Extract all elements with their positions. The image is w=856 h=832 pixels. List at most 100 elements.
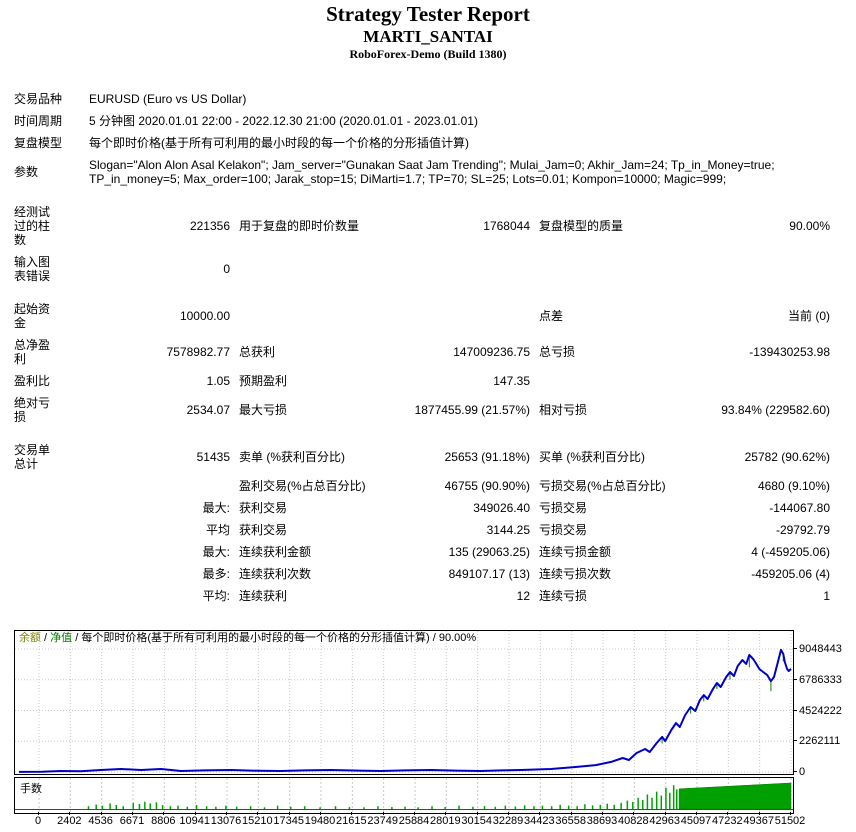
table-row: 盈利比 1.05 预期盈利 147.35: [14, 370, 830, 392]
y-axis-tick: [793, 709, 797, 711]
cell: 盈利交易(%占总百分比): [239, 479, 366, 493]
cell: -29792.79: [775, 523, 830, 537]
report-table-container: 交易品种 EURUSD (Euro vs US Dollar) 时间周期 5 分钟图 …: [14, 88, 830, 607]
row-label: 输入图 表错误: [14, 255, 51, 283]
table-row: 起始资 金 10000.00 点差 当前 (0): [14, 298, 830, 334]
lots-axis-label: 手数: [20, 783, 42, 795]
cell: -144067.80: [769, 501, 830, 515]
x-axis-tick: [163, 812, 165, 815]
cell: 25653 (91.18%): [444, 450, 530, 464]
cell: 最多:: [202, 567, 230, 581]
row-value: EURUSD (Euro vs US Dollar): [89, 92, 247, 106]
x-axis-tick: [790, 812, 791, 815]
expert-name: MARTI_SANTAI: [363, 27, 493, 46]
cell: 7578982.77: [166, 345, 230, 359]
cell: 卖单 (%获利百分比): [239, 450, 345, 464]
row-label: 盈利比: [14, 374, 51, 388]
report-table: 交易品种 EURUSD (Euro vs US Dollar) 时间周期 5 分钟图 …: [14, 88, 830, 607]
row-label: 时间周期: [14, 114, 63, 128]
cell: 平均:: [202, 589, 230, 603]
x-axis-label: 10941: [179, 815, 210, 827]
cell: 349026.40: [473, 501, 530, 515]
cell: [230, 251, 380, 287]
cell: [380, 298, 530, 334]
table-row: 总净盈 利 7578982.77 总获利 147009236.75 总亏损 -139430…: [14, 334, 830, 370]
row-label: 绝对亏 损: [14, 396, 51, 424]
cell: 总亏损: [539, 345, 576, 359]
row-label: 复盘模型: [14, 136, 63, 150]
x-axis-tick: [257, 812, 259, 815]
x-axis-tick: [38, 812, 39, 815]
row-label: 参数: [14, 165, 39, 179]
row-label: 起始资 金: [14, 302, 51, 330]
table-row: 时间周期 5 分钟图 2020.01.01 22:00 - 2022.12.30 …: [14, 110, 830, 132]
y-axis-label: 9048443: [799, 643, 842, 655]
cell: 1: [823, 589, 830, 603]
table-row: 绝对亏 损 2534.07 最大亏损 1877455.99 (21.57%) 相对亏损 9…: [14, 392, 830, 428]
table-row: 复盘模型 每个即时价格(基于所有可利用的最小时段的每一个价格的分形插值计算): [14, 132, 830, 154]
cell: 2534.07: [186, 403, 230, 417]
cell: 亏损交易(%占总百分比): [539, 479, 666, 493]
cell: 预期盈利: [239, 374, 288, 388]
cell: 849107.17 (13): [448, 567, 530, 581]
x-axis-label: 15210: [242, 815, 273, 827]
row-label: [14, 563, 80, 585]
x-axis-label: 36558: [555, 815, 586, 827]
cell: 10000.00: [179, 309, 230, 323]
x-axis-label: 30154: [461, 815, 492, 827]
cell: 46755 (90.90%): [444, 479, 530, 493]
x-axis-label: 32289: [492, 815, 524, 827]
row-label: [14, 541, 80, 563]
cell: 3144.25: [486, 523, 530, 537]
x-axis-tick: [288, 812, 290, 815]
x-axis-tick: [727, 812, 729, 815]
x-axis-label: 23749: [367, 815, 398, 827]
server-build: RoboForex-Demo (Build 1380): [349, 47, 507, 61]
row-label: [14, 497, 80, 519]
table-row: [14, 428, 830, 439]
table-row: 交易单 总计 51435 卖单 (%获利百分比) 25653 (91.18%) 买单 (…: [14, 439, 830, 475]
x-axis-label: 4536: [88, 815, 113, 827]
cell: [530, 370, 680, 392]
cell: 连续亏损: [539, 589, 588, 603]
row-label: [14, 475, 80, 497]
x-axis-label: 0: [34, 815, 42, 827]
table-row: 最多: 连续获利次数 849107.17 (13) 连续亏损次数 -459205.06 …: [14, 563, 830, 585]
x-axis-tick: [758, 812, 760, 815]
x-axis-tick: [696, 812, 697, 815]
cell: 147009236.75: [453, 345, 530, 359]
cell: 4 (-459205.06): [751, 545, 830, 559]
x-axis-tick: [414, 812, 415, 815]
cell: [530, 251, 680, 287]
table-row: 参数 Slogan="Alon Alon Asal Kelakon"; Jam_s…: [14, 154, 830, 190]
x-axis-label: 38693: [586, 815, 618, 827]
cell: [380, 251, 530, 287]
x-axis-tick: [320, 812, 321, 815]
row-label: 经测试 过的柱 数: [14, 205, 51, 247]
row-value: 每个即时价格(基于所有可利用的最小时段的每一个价格的分形插值计算): [89, 136, 469, 150]
balance-equity-chart: [14, 630, 794, 775]
table-row: 最大: 连续获利金额 135 (29063.25) 连续亏损金额 4 (-459205.…: [14, 541, 830, 563]
x-axis-tick: [539, 812, 541, 815]
x-axis-label: 51502: [774, 815, 806, 827]
x-axis-tick: [445, 812, 447, 815]
table-row: 平均: 连续获利 12 连续亏损 1: [14, 585, 830, 607]
x-axis-tick: [508, 812, 509, 815]
x-axis-tick: [476, 812, 478, 815]
x-axis-label: 40828: [618, 815, 649, 827]
y-axis-tick: [793, 740, 797, 742]
x-axis-label: 25884: [398, 815, 430, 827]
x-axis-label: 13076: [210, 815, 242, 827]
row-label: [14, 585, 80, 607]
x-axis-label: 8806: [151, 815, 176, 827]
x-axis-tick: [132, 812, 133, 815]
cell: 1.05: [206, 374, 230, 388]
cell: 亏损交易: [539, 523, 588, 537]
legend-item: / 每个即时价格(基于所有可利用的最小时段的每一个价格的分形插值计算) / 90…: [72, 632, 477, 644]
cell: 相对亏损: [539, 403, 588, 417]
lots-histogram-chart: [14, 777, 794, 814]
x-axis-tick: [382, 812, 384, 815]
cell: 总获利: [239, 345, 276, 359]
row-label: 交易单 总计: [14, 443, 51, 471]
